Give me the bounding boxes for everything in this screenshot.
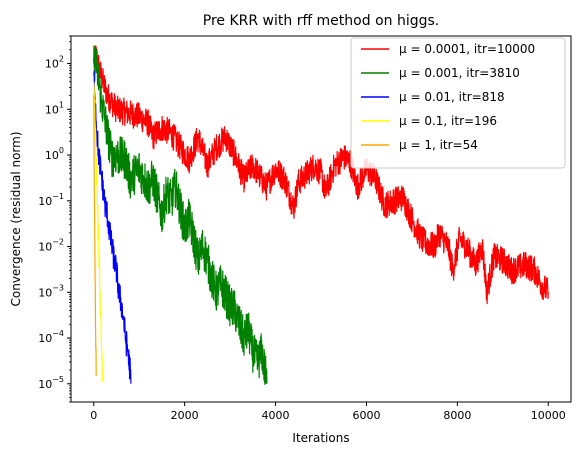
legend-label-2: μ = 0.01, itr=818 bbox=[399, 90, 505, 104]
series-line-0 bbox=[93, 45, 549, 305]
y-tick-exponent: −3 bbox=[52, 283, 64, 292]
series-line-4 bbox=[93, 95, 97, 376]
chart-title: Pre KRR with rff method on higgs. bbox=[203, 13, 439, 29]
y-tick-base: 10 bbox=[38, 241, 52, 254]
x-tick-label: 4000 bbox=[262, 409, 290, 422]
y-tick-exponent: −4 bbox=[52, 329, 64, 338]
y-axis-label: Convergence (residual norm) bbox=[9, 131, 23, 306]
y-tick-label: 10−1 bbox=[38, 192, 64, 208]
series-layer bbox=[93, 45, 549, 386]
series-line-3 bbox=[93, 81, 104, 382]
y-tick-label: 102 bbox=[45, 55, 64, 71]
series-line-1 bbox=[93, 45, 268, 386]
y-tick-base: 10 bbox=[45, 58, 59, 71]
y-tick-base: 10 bbox=[38, 378, 52, 391]
y-tick-base: 10 bbox=[45, 103, 59, 116]
y-tick-exponent: 2 bbox=[59, 55, 64, 64]
x-tick-label: 0 bbox=[90, 409, 97, 422]
y-tick-label: 100 bbox=[45, 146, 64, 162]
y-tick-exponent: −1 bbox=[52, 192, 64, 201]
y-tick-base: 10 bbox=[38, 332, 52, 345]
y-tick-base: 10 bbox=[38, 195, 52, 208]
y-tick-label: 10−5 bbox=[38, 375, 64, 391]
y-tick-base: 10 bbox=[45, 149, 59, 162]
x-tick-label: 8000 bbox=[443, 409, 471, 422]
y-tick-exponent: 1 bbox=[59, 100, 64, 109]
y-tick-exponent: −5 bbox=[52, 375, 64, 384]
legend-label-1: μ = 0.001, itr=3810 bbox=[399, 66, 520, 80]
legend-label-3: μ = 0.1, itr=196 bbox=[399, 114, 497, 128]
y-tick-label: 10−2 bbox=[38, 238, 64, 254]
y-tick-label: 10−3 bbox=[38, 283, 64, 299]
legend-box bbox=[350, 37, 566, 169]
y-tick-exponent: 0 bbox=[59, 146, 64, 155]
series-line-2 bbox=[93, 70, 132, 384]
y-tick-exponent: −2 bbox=[52, 238, 64, 247]
y-tick-label: 10−4 bbox=[38, 329, 64, 345]
x-axis: 0 2000 4000 6000 8000 10000 bbox=[90, 402, 566, 422]
x-tick-label: 2000 bbox=[171, 409, 199, 422]
x-tick-label: 10000 bbox=[531, 409, 566, 422]
legend-label-4: μ = 1, itr=54 bbox=[399, 138, 478, 152]
x-axis-label: Iterations bbox=[292, 431, 349, 445]
y-tick-label: 101 bbox=[45, 100, 64, 116]
y-tick-base: 10 bbox=[38, 286, 52, 299]
x-tick-label: 6000 bbox=[352, 409, 380, 422]
legend-label-0: μ = 0.0001, itr=10000 bbox=[399, 42, 535, 56]
legend: μ = 0.0001, itr=10000 μ = 0.001, itr=3810… bbox=[350, 37, 566, 169]
